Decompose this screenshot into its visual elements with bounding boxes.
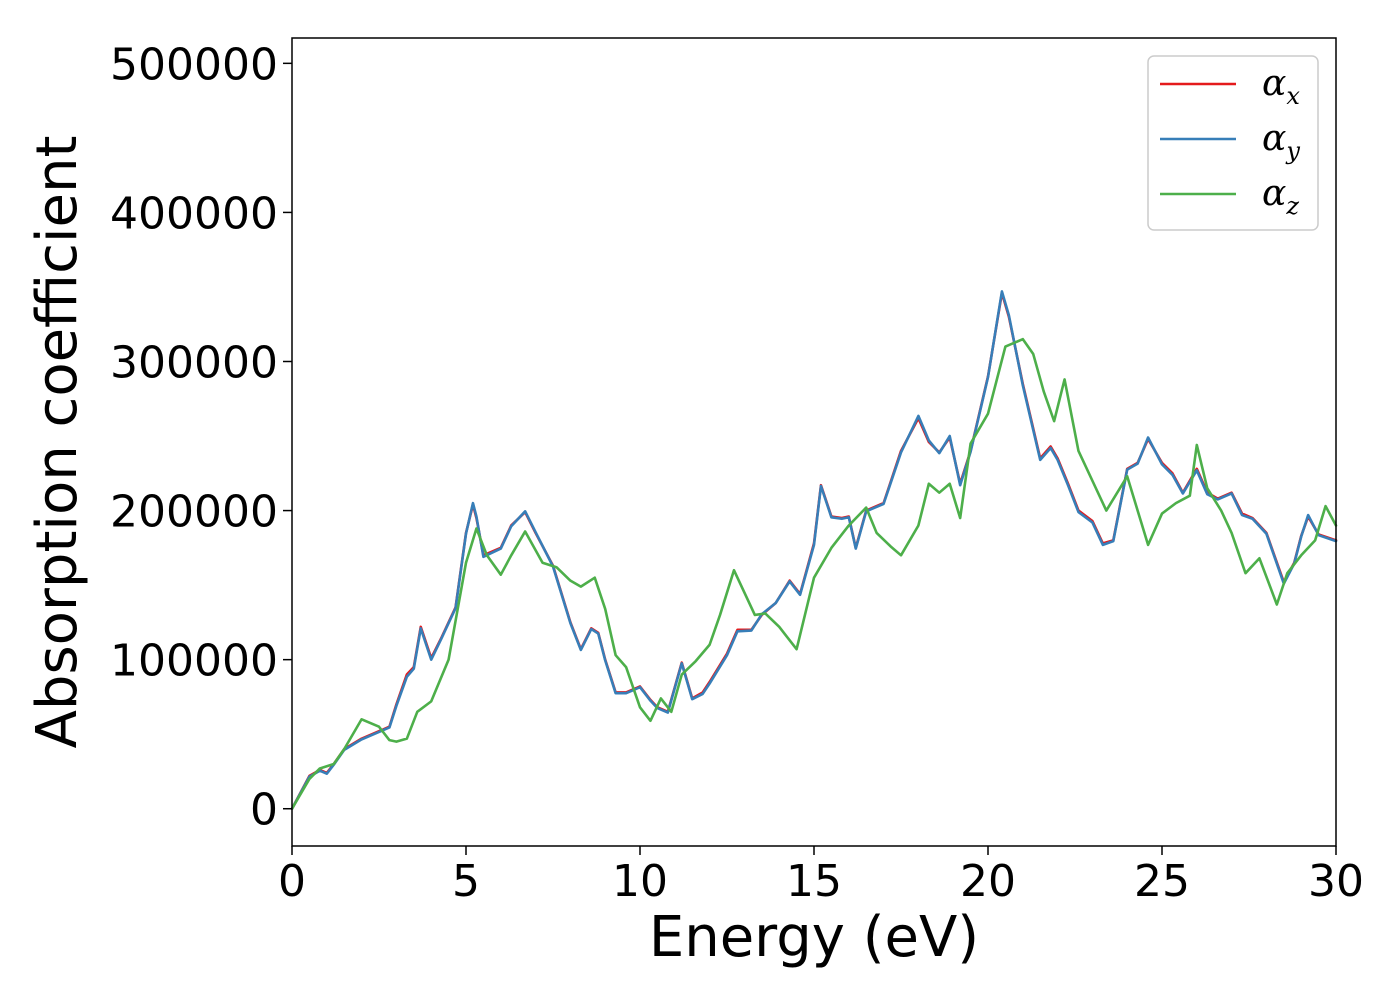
x-axis-label: Energy (eV) — [649, 905, 979, 970]
series-line-z — [290, 337, 1338, 811]
x-tick-label: 25 — [1134, 856, 1190, 907]
legend-label-y: αy — [1262, 118, 1300, 165]
legend-label-z: αz — [1262, 173, 1299, 220]
y-tick-label: 0 — [250, 785, 278, 836]
y-axis-ticks: 0 100000 200000 300000 400000 500000 — [110, 39, 292, 836]
x-tick-label: 30 — [1308, 856, 1364, 907]
legend-box — [1147, 55, 1319, 231]
x-tick-label: 0 — [278, 856, 306, 907]
x-axis-ticks: 0 5 10 15 20 25 30 — [278, 846, 1364, 907]
y-tick-label: 200000 — [110, 487, 278, 538]
x-tick-label: 10 — [612, 856, 668, 907]
legend: αx αy αz — [1147, 55, 1319, 231]
y-tick-label: 300000 — [110, 337, 278, 388]
y-tick-label: 500000 — [110, 39, 278, 90]
series-line-x — [290, 291, 1338, 811]
y-tick-label: 400000 — [110, 188, 278, 239]
y-tick-label: 100000 — [110, 636, 278, 687]
x-tick-label: 5 — [452, 856, 480, 907]
legend-label-x: αx — [1262, 63, 1300, 110]
x-tick-label: 20 — [960, 856, 1016, 907]
x-tick-label: 15 — [786, 856, 842, 907]
y-axis-label: Absorption coefficient — [25, 136, 90, 749]
plot-series — [290, 290, 1338, 811]
series-line-y — [290, 290, 1338, 811]
